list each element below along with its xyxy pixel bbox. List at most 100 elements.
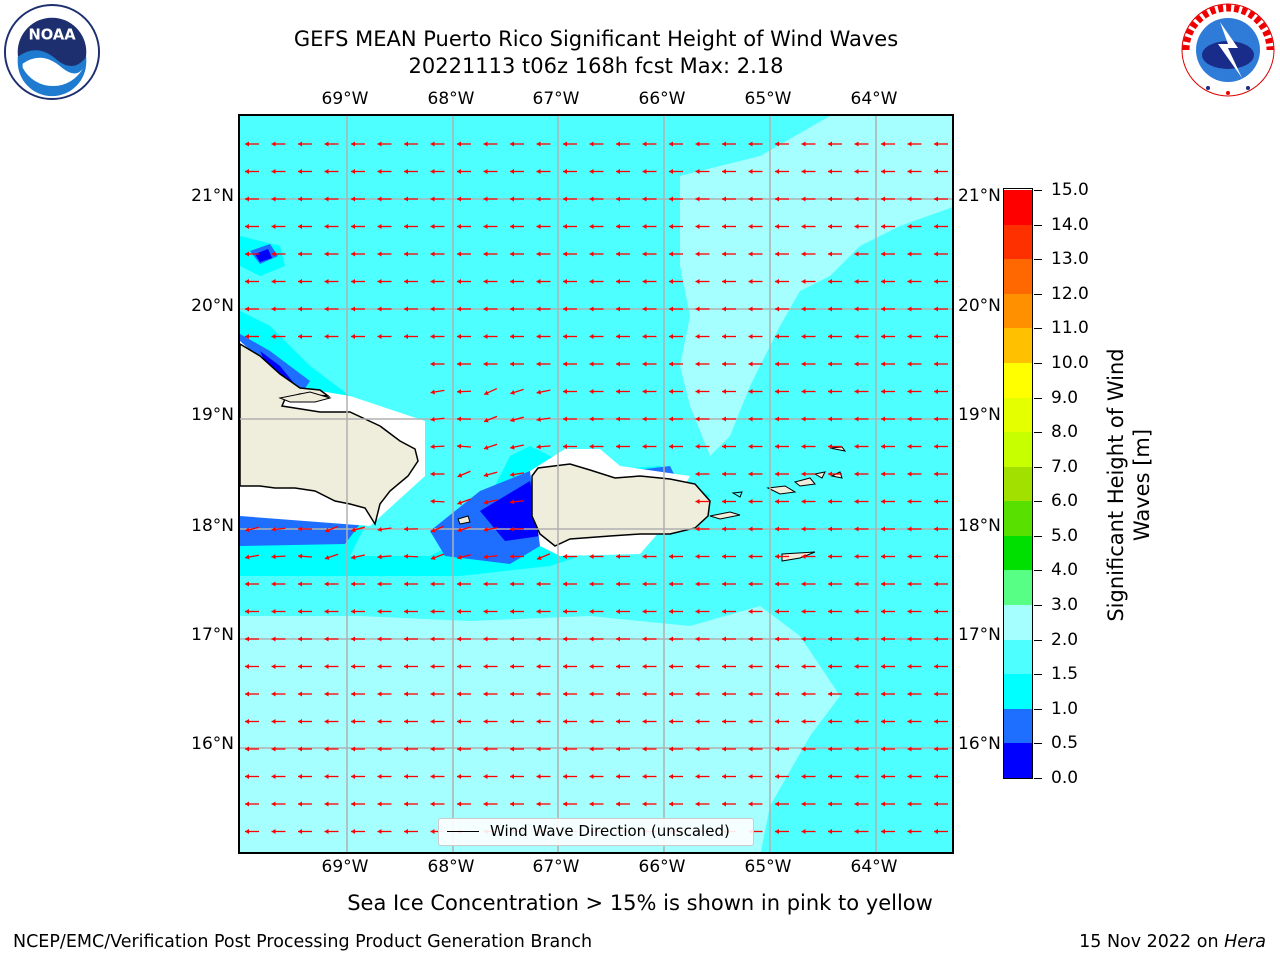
- wave-direction-arrow: [854, 829, 869, 834]
- wave-direction-arrow: [722, 746, 736, 752]
- wave-direction-arrow: [934, 169, 948, 174]
- wave-direction-arrow: [881, 801, 895, 807]
- wave-direction-arrow: [510, 746, 524, 752]
- colorbar-tick-label: 8.0: [1034, 422, 1078, 442]
- wave-direction-arrow: [298, 334, 312, 339]
- wave-direction-arrow: [536, 306, 551, 312]
- wave-direction-arrow: [801, 829, 816, 834]
- wave-direction-arrow: [854, 306, 869, 312]
- wave-direction-arrow: [801, 581, 816, 587]
- wave-direction-arrow: [271, 554, 286, 560]
- wave-direction-arrow: [483, 801, 498, 807]
- wave-direction-arrow: [510, 388, 524, 395]
- wave-direction-arrow: [298, 141, 312, 147]
- wave-direction-arrow: [881, 169, 895, 174]
- colorbar-segment: [1004, 431, 1032, 467]
- colorbar-segment: [1004, 362, 1032, 398]
- wave-direction-arrow: [907, 499, 922, 504]
- colorbar-tick-label: 7.0: [1034, 457, 1078, 477]
- lon-label-bottom: 66°W: [638, 857, 686, 877]
- wave-direction-arrow: [934, 141, 948, 147]
- wave-direction-arrow: [934, 389, 948, 394]
- wave-direction-arrow: [722, 389, 736, 394]
- wave-direction-arrow: [483, 746, 498, 752]
- wave-direction-arrow: [404, 224, 418, 229]
- wave-direction-arrow: [642, 416, 657, 422]
- wave-direction-arrow: [669, 334, 683, 339]
- chart-title: GEFS MEAN Puerto Rico Significant Height…: [293, 27, 899, 51]
- wave-direction-arrow: [722, 719, 736, 724]
- wave-direction-arrow: [245, 801, 259, 807]
- legend-line-swatch: [447, 831, 479, 832]
- wave-direction-arrow: [271, 224, 286, 229]
- colorbar-tick-label: 3.0: [1034, 595, 1078, 615]
- wave-direction-arrow: [536, 719, 551, 724]
- wave-direction-arrow: [775, 389, 789, 394]
- wave-direction-arrow: [589, 279, 604, 284]
- wave-direction-arrow: [934, 306, 948, 312]
- wave-direction-arrow: [801, 499, 816, 504]
- wave-direction-arrow: [430, 664, 445, 669]
- wave-direction-arrow: [298, 224, 312, 229]
- wave-direction-arrow: [934, 334, 948, 339]
- wave-direction-arrow: [324, 829, 339, 834]
- wave-direction-arrow: [536, 279, 551, 284]
- colorbar-tick-label: 2.0: [1034, 630, 1078, 650]
- wave-direction-arrow: [563, 664, 577, 669]
- wave-direction-arrow: [404, 609, 418, 614]
- colorbar-segment: [1004, 569, 1032, 606]
- wave-direction-arrow: [881, 499, 895, 504]
- wave-direction-arrow: [245, 169, 259, 174]
- wave-direction-arrow: [377, 829, 392, 834]
- wave-direction-arrow: [324, 141, 339, 147]
- wave-direction-arrow: [934, 251, 948, 257]
- wave-direction-arrow: [430, 525, 445, 533]
- wave-direction-arrow: [722, 224, 736, 229]
- wave-direction-arrow: [457, 361, 471, 367]
- wave-direction-arrow: [404, 581, 418, 587]
- wave-direction-arrow: [695, 224, 710, 229]
- vieques-island: [709, 511, 741, 520]
- wave-direction-arrow: [563, 636, 577, 642]
- wave-direction-arrow: [430, 224, 445, 229]
- wave-direction-arrow: [298, 609, 312, 614]
- wave-direction-arrow: [271, 719, 286, 724]
- wave-direction-arrow: [695, 691, 710, 697]
- wave-direction-arrow: [669, 306, 683, 312]
- wave-direction-arrow: [775, 444, 789, 449]
- wave-direction-arrow: [616, 691, 630, 697]
- colorbar-tick-label: 15.0: [1034, 180, 1089, 200]
- wave-direction-arrow: [854, 774, 869, 779]
- wave-direction-arrow: [642, 306, 657, 312]
- wave-direction-arrow: [801, 416, 816, 422]
- wave-direction-arrow: [351, 334, 365, 339]
- wave-direction-arrow: [377, 554, 392, 560]
- wave-direction-arrow: [722, 306, 736, 312]
- wave-direction-arrow: [298, 774, 312, 779]
- wave-direction-arrow: [881, 389, 895, 394]
- wave-direction-arrow: [934, 499, 948, 504]
- wave-direction-arrow: [563, 774, 577, 779]
- wave-direction-arrow: [483, 279, 498, 284]
- wave-direction-arrow: [510, 306, 524, 312]
- wave-direction-arrow: [404, 279, 418, 284]
- date-value: 15 Nov 2022 on: [1079, 932, 1219, 952]
- wave-direction-arrow: [775, 719, 789, 724]
- colorbar: [1003, 188, 1033, 779]
- wave-direction-arrow: [642, 691, 657, 697]
- wave-direction-arrow: [377, 664, 392, 669]
- wave-direction-arrow: [907, 306, 922, 312]
- wave-direction-arrow: [748, 526, 763, 532]
- wave-direction-arrow: [907, 664, 922, 669]
- wave-direction-arrow: [616, 609, 630, 614]
- wave-direction-arrow: [669, 719, 683, 724]
- wave-direction-arrow: [828, 719, 842, 724]
- wave-direction-arrow: [430, 416, 445, 422]
- colorbar-tick-label: 1.5: [1034, 664, 1078, 684]
- wave-direction-arrow: [430, 774, 445, 779]
- wave-direction-arrow: [828, 636, 842, 642]
- wave-direction-arrow: [748, 774, 763, 779]
- wave-direction-arrow: [722, 664, 736, 669]
- wave-direction-arrow: [775, 609, 789, 614]
- wave-direction-arrow: [775, 554, 789, 559]
